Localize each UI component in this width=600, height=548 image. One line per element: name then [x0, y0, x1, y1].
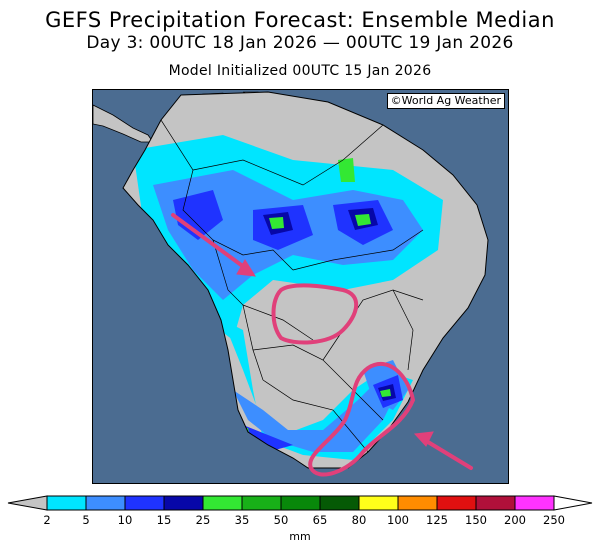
colorbar-tick-label: 125 — [426, 513, 448, 527]
colorbar-tick-label: 50 — [273, 513, 289, 527]
colorbar-over-triangle — [553, 495, 593, 511]
colorbar-bin — [280, 495, 321, 511]
coastline — [122, 91, 489, 469]
colorbar — [7, 495, 593, 511]
valid-period: Day 3: 00UTC 18 Jan 2026 — 00UTC 19 Jan … — [86, 33, 514, 53]
precip-map — [93, 90, 508, 483]
colorbar-under-triangle — [7, 495, 48, 511]
colorbar-bin — [397, 495, 438, 511]
colorbar-bin — [319, 495, 360, 511]
colorbar-tick-label: 250 — [543, 513, 565, 527]
colorbar-units: mm — [289, 530, 311, 543]
annotation-arrow-north — [171, 213, 256, 277]
colorbar-bin — [436, 495, 477, 511]
annotation-arrow-south — [413, 431, 473, 470]
colorbar-tick-label: 15 — [156, 513, 172, 527]
colorbar-tick-label: 5 — [82, 513, 90, 527]
colorbar-bin — [514, 495, 555, 511]
colorbar-bin — [124, 495, 165, 511]
map-panel: ©World Ag Weather — [92, 89, 509, 484]
colorbar-bin — [358, 495, 399, 511]
map-title: GEFS Precipitation Forecast: Ensemble Me… — [45, 8, 555, 32]
colorbar-tick-label: 25 — [195, 513, 211, 527]
colorbar-bin — [241, 495, 282, 511]
colorbar-bin — [475, 495, 516, 511]
colorbar-bin — [46, 495, 87, 511]
colorbar-tick-label: 35 — [234, 513, 250, 527]
credit-label: ©World Ag Weather — [386, 93, 505, 109]
colorbar-tick-labels: 2 5 10 15 25 35 50 65 80 100 125 150 200 250 — [0, 513, 600, 529]
colorbar-tick-label: 200 — [504, 513, 526, 527]
colorbar-tick-label: 65 — [312, 513, 328, 527]
colorbar-tick-label: 150 — [465, 513, 487, 527]
colorbar-tick-label: 80 — [351, 513, 367, 527]
colorbar-tick-label: 100 — [387, 513, 409, 527]
colorbar-tick-label: 2 — [43, 513, 51, 527]
annotation-circle-central — [271, 283, 359, 345]
colorbar-bin — [202, 495, 243, 511]
colorbar-tick-label: 10 — [117, 513, 133, 527]
annotation-circle-south — [308, 361, 416, 477]
borders — [160, 119, 424, 453]
colorbar-bin — [163, 495, 204, 511]
colorbar-bin — [85, 495, 126, 511]
init-time: Model Initialized 00UTC 15 Jan 2026 — [168, 63, 432, 79]
central-america — [93, 104, 154, 143]
